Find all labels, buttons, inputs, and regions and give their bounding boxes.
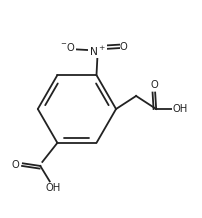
Text: N$^+$: N$^+$ <box>89 44 106 58</box>
Text: $^{-}$O: $^{-}$O <box>60 41 76 53</box>
Text: OH: OH <box>172 104 187 114</box>
Text: O: O <box>12 160 20 170</box>
Text: OH: OH <box>46 183 61 193</box>
Text: O: O <box>120 43 128 53</box>
Text: O: O <box>150 80 158 90</box>
